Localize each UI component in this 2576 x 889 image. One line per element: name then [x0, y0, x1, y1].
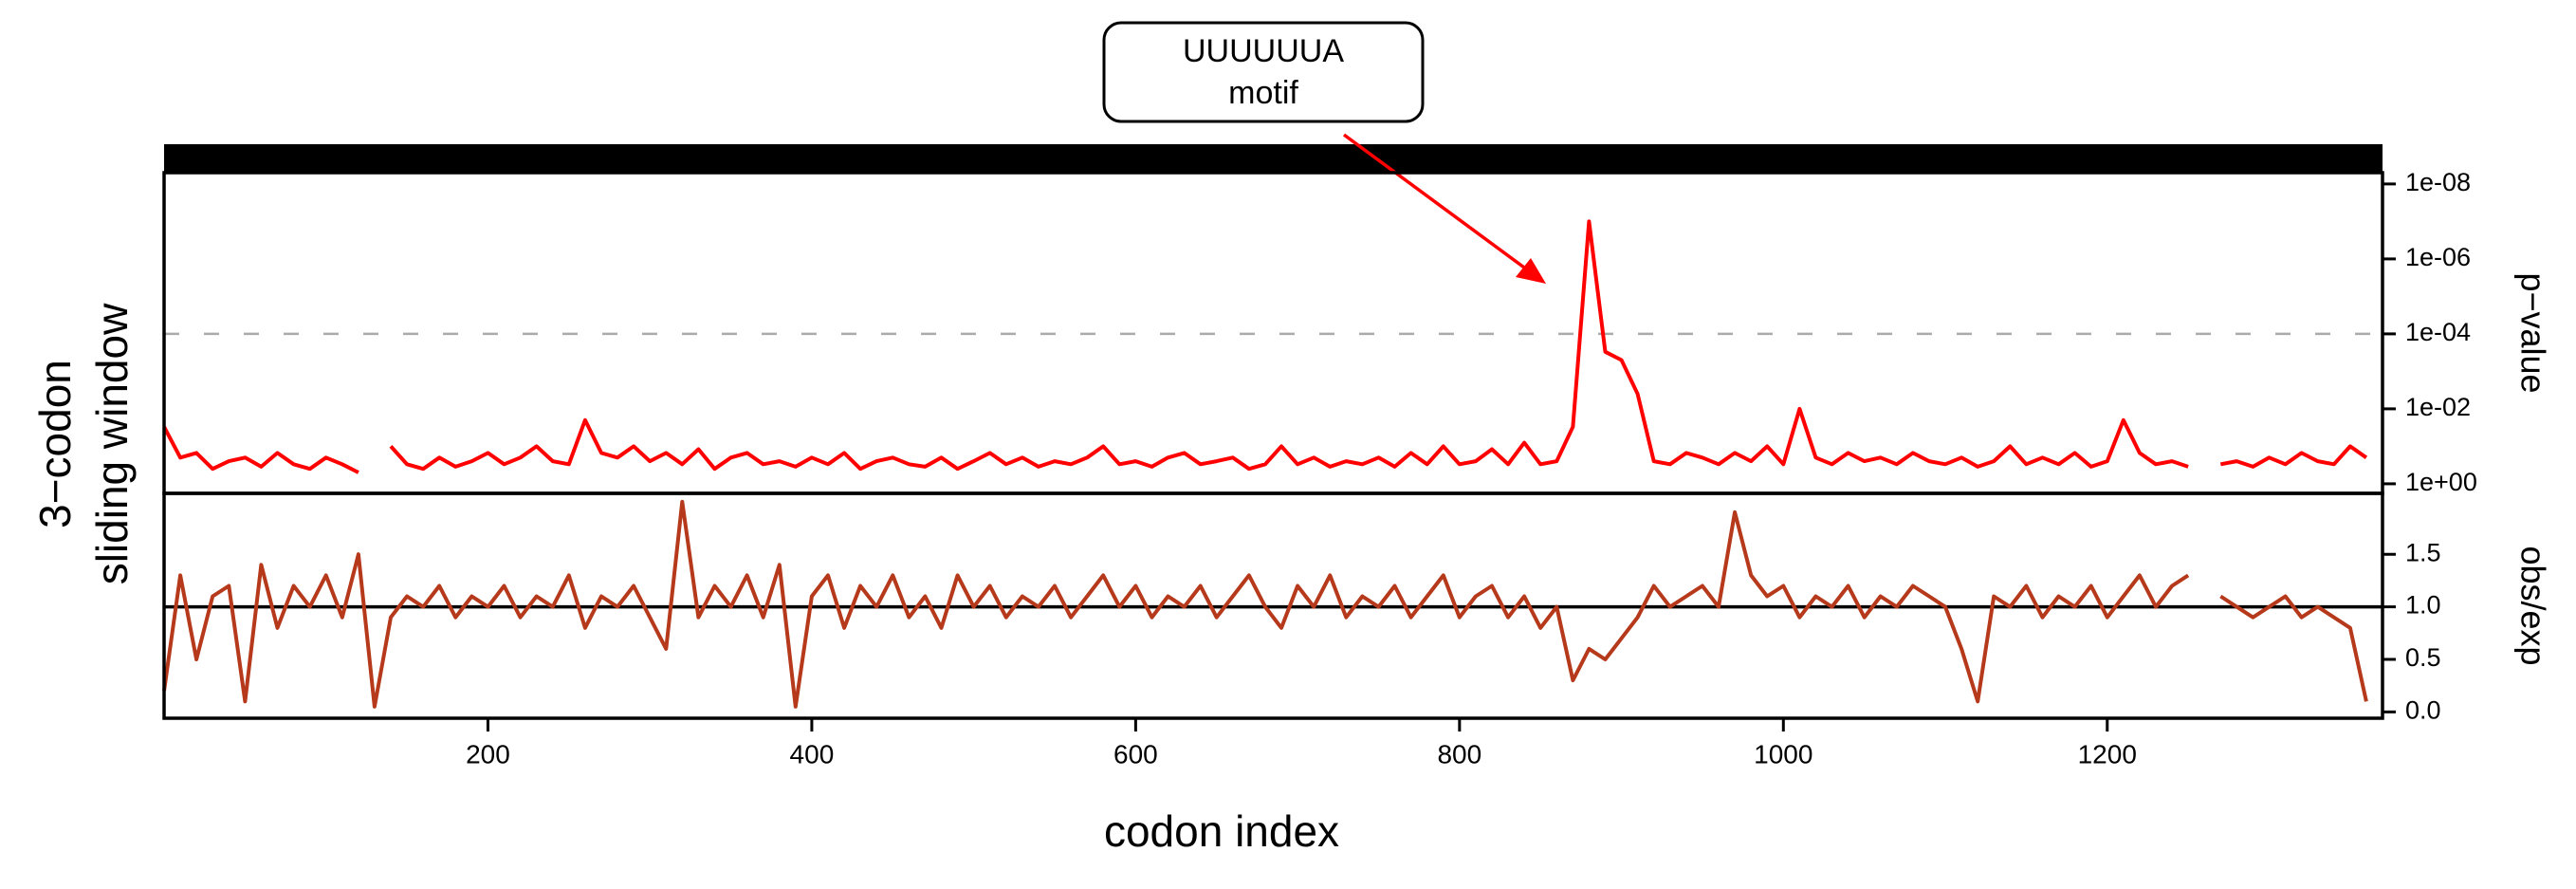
annotation-text: motif: [1228, 75, 1298, 111]
y-tick-label: 1e-02: [2405, 393, 2471, 421]
x-tick-label: 200: [466, 739, 510, 769]
x-axis-label: codon index: [1104, 806, 1339, 856]
y-axis-label: 3−codon: [30, 360, 80, 528]
y-tick-label: 1.5: [2405, 538, 2441, 566]
y-tick-label: 0.5: [2405, 643, 2441, 672]
x-tick-label: 1200: [2078, 739, 2137, 769]
data-line: [162, 219, 2368, 474]
y-tick-label: 1e-04: [2405, 318, 2471, 346]
y-axis-label: sliding window: [87, 303, 137, 584]
sequence-strip: [164, 144, 2383, 173]
annotation-arrow: [1342, 133, 1540, 280]
y2-axis-label: p−value: [2513, 272, 2552, 393]
y-tick-label: 0.0: [2405, 695, 2441, 724]
y-tick-label: 1e-08: [2405, 168, 2471, 196]
annotation-text: UUUUUUA: [1183, 33, 1344, 69]
x-tick-label: 1000: [1754, 739, 1812, 769]
y-tick-label: 1e-06: [2405, 243, 2471, 271]
x-tick-label: 800: [1437, 739, 1481, 769]
y2-axis-label: obs/exp: [2513, 546, 2552, 665]
annotation-box: [1102, 21, 1425, 123]
x-tick-label: 600: [1113, 739, 1158, 769]
y-tick-label: 1e+00: [2405, 468, 2477, 496]
data-line: [162, 499, 2368, 709]
x-tick-label: 400: [790, 739, 835, 769]
annotation-arrowhead: [1516, 258, 1546, 284]
y-tick-label: 1.0: [2405, 591, 2441, 620]
